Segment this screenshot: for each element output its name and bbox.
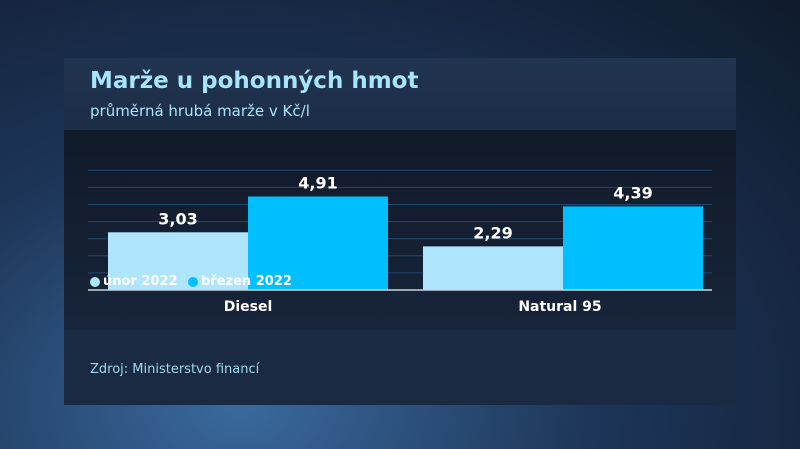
chart-subtitle: průměrná hrubá marže v Kč/l	[90, 102, 310, 120]
bar	[423, 246, 563, 290]
category-label: Diesel	[224, 299, 273, 315]
legend-swatch	[188, 276, 198, 287]
data-label: 3,03	[158, 209, 197, 228]
legend-label: únor 2022	[103, 274, 178, 289]
legend-swatch	[90, 276, 100, 287]
bar	[248, 196, 388, 290]
source-note: Zdroj: Ministerstvo financí	[90, 362, 260, 377]
bar	[563, 206, 703, 290]
data-label: 4,91	[298, 173, 337, 192]
chart-header: Marže u pohonných hmot průměrná hrubá ma…	[64, 58, 736, 130]
legend-item-unor: únor 2022	[90, 274, 178, 289]
chart-title: Marže u pohonných hmot	[90, 68, 419, 94]
legend-label: březen 2022	[201, 274, 292, 289]
data-label: 2,29	[473, 223, 512, 242]
legend-item-brezen: březen 2022	[188, 274, 292, 289]
category-label: Natural 95	[518, 299, 601, 315]
data-label: 4,39	[613, 183, 652, 202]
bar	[108, 232, 248, 290]
